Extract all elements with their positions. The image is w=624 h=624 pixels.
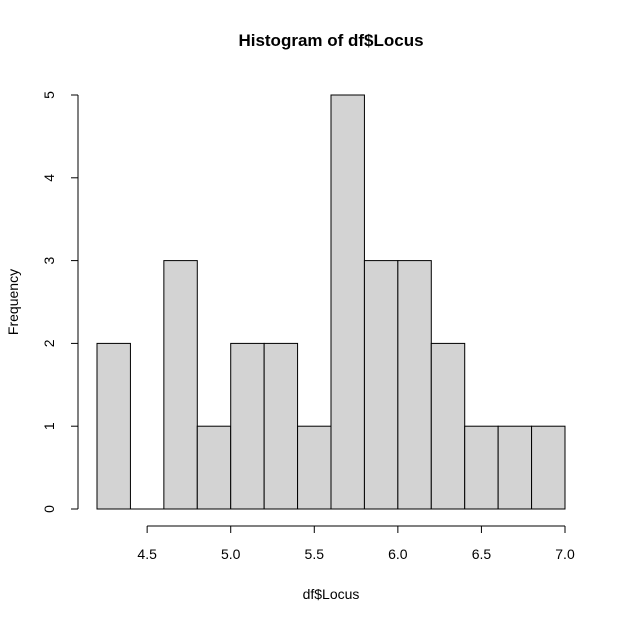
y-tick-label: 3 — [41, 256, 57, 264]
y-axis: 0 1 2 3 4 5 — [41, 91, 79, 513]
histogram-bar — [96, 342, 131, 510]
x-axis-label: df$Locus — [303, 586, 360, 602]
histogram-bar — [464, 425, 499, 510]
chart-title: Histogram of df$Locus — [238, 31, 423, 50]
histogram-bar — [330, 94, 365, 510]
y-tick-label: 0 — [41, 505, 57, 513]
histogram-bar — [397, 260, 432, 510]
histogram-bar — [430, 342, 466, 510]
x-axis: 4.5 5.0 5.5 6.0 6.5 7.0 — [137, 525, 575, 562]
y-tick-label: 2 — [41, 339, 57, 347]
x-tick-label: 5.0 — [221, 546, 241, 562]
y-tick-label: 1 — [41, 422, 57, 430]
y-axis-label: Frequency — [5, 269, 21, 335]
y-tick-label: 5 — [41, 91, 57, 99]
x-tick-label: 7.0 — [555, 546, 575, 562]
bars — [96, 94, 566, 510]
x-tick-label: 6.5 — [472, 546, 492, 562]
histogram-bar — [263, 342, 299, 510]
histogram-bar — [163, 260, 198, 510]
histogram-bar — [497, 425, 533, 510]
x-tick-label: 4.5 — [137, 546, 157, 562]
histogram-bar — [531, 425, 566, 510]
histogram-bar — [196, 425, 232, 510]
x-tick-label: 5.5 — [305, 546, 325, 562]
y-tick-label: 4 — [41, 174, 57, 182]
histogram-bar — [297, 425, 332, 510]
x-tick-label: 6.0 — [388, 546, 408, 562]
histogram-bar — [230, 342, 265, 510]
histogram-bar — [363, 260, 399, 510]
